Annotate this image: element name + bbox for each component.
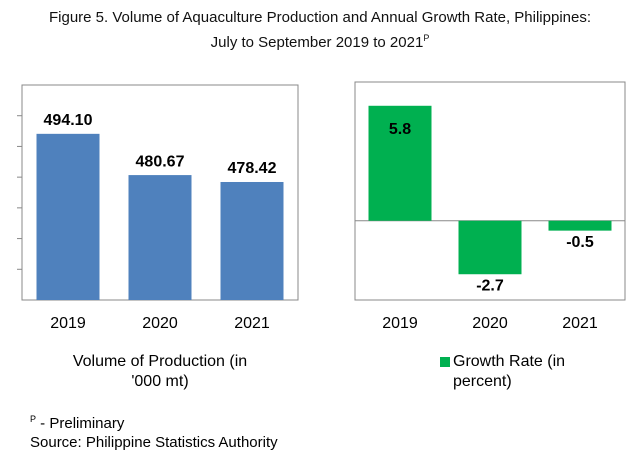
bar	[548, 220, 612, 231]
value-label: 494.10	[44, 112, 93, 129]
legend-label: Growth Rate (in percent)	[453, 353, 566, 390]
bar	[458, 220, 522, 275]
title-block: Figure 5. Volume of Aquaculture Producti…	[40, 8, 600, 53]
value-label: 5.8	[389, 121, 411, 138]
x-tick-label: 2020	[472, 315, 508, 332]
value-label: 478.42	[228, 160, 277, 177]
bar	[36, 133, 100, 300]
legend-swatch	[440, 357, 450, 367]
footnote-text: - Preliminary	[36, 415, 125, 432]
x-tick-label: 2021	[234, 315, 270, 332]
x-axis-label: Volume of Production (in '000 mt)	[72, 353, 248, 390]
chart-title: Figure 5. Volume of Aquaculture Producti…	[49, 9, 591, 51]
bar	[220, 181, 284, 300]
value-label: -2.7	[476, 277, 504, 294]
bar	[128, 175, 192, 300]
footnote: P - Preliminary	[30, 410, 278, 433]
x-tick-label: 2020	[142, 315, 178, 332]
plot-frame	[354, 81, 626, 301]
title-superscript: P	[423, 33, 430, 43]
x-tick-label: 2021	[562, 315, 598, 332]
source: Source: Philippine Statistics Authority	[30, 434, 278, 451]
bar	[368, 105, 432, 221]
value-label: -0.5	[566, 234, 594, 251]
x-tick-label: 2019	[382, 315, 418, 332]
value-label: 480.67	[136, 153, 185, 170]
footnotes: P - Preliminary Source: Philippine Stati…	[30, 410, 278, 452]
x-tick-label: 2019	[50, 315, 86, 332]
footnote-marker: P	[30, 414, 37, 424]
legend: Growth Rate (in percent)	[440, 352, 570, 392]
